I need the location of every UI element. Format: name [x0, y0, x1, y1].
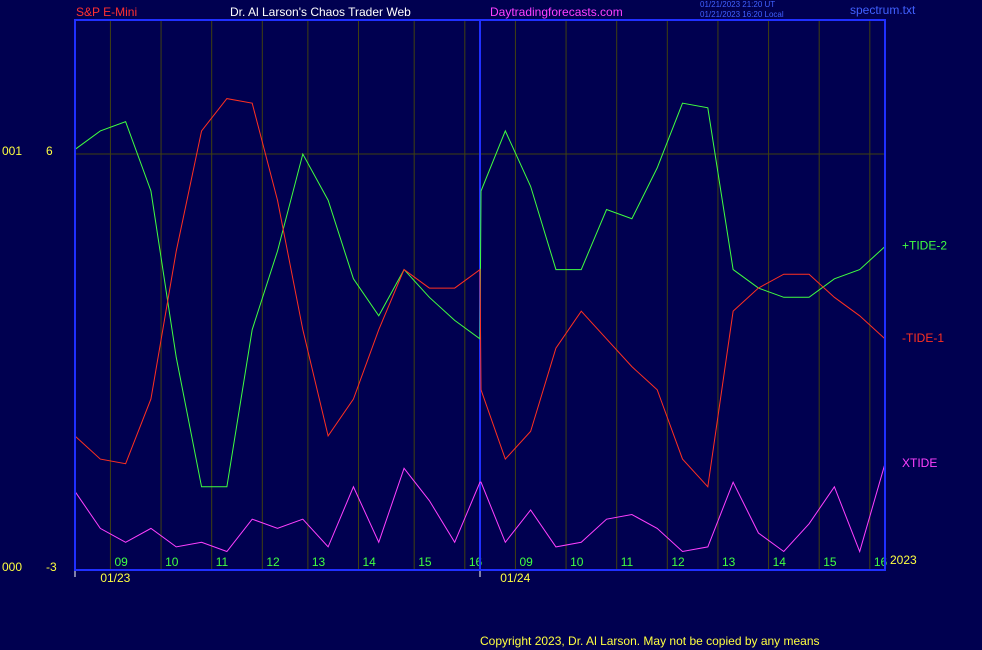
- symbol: S&P E-Mini: [76, 5, 137, 19]
- x-tick-label: 14: [363, 555, 377, 569]
- x-tick-label: 11: [621, 555, 634, 569]
- plot-border: [74, 19, 886, 571]
- x-tick-label: 15: [418, 555, 432, 569]
- copyright: Copyright 2023, Dr. Al Larson. May not b…: [480, 634, 820, 648]
- x-tick-label: 12: [671, 555, 685, 569]
- header-title: Dr. Al Larson's Chaos Trader Web: [230, 5, 411, 19]
- stamp-local: 01/21/2023 16:20 Local: [700, 10, 784, 19]
- x-tick-label: 12: [266, 555, 280, 569]
- series-line: [74, 102, 886, 488]
- x-tick-label: 10: [570, 555, 584, 569]
- y-prefix-label: 001: [2, 144, 22, 158]
- series-line: [74, 98, 886, 488]
- legend-label: -TIDE-1: [902, 331, 944, 345]
- x-tick-label: 13: [312, 555, 326, 569]
- y-prefix-label: 000: [2, 560, 22, 574]
- year: 2023: [890, 553, 917, 567]
- date-label: 01/24: [500, 571, 530, 585]
- legend-label: +TIDE-2: [902, 239, 947, 253]
- y-tick-label: -3: [46, 560, 57, 574]
- x-tick-label: 10: [165, 555, 179, 569]
- x-tick-label: 14: [773, 555, 787, 569]
- x-tick-label: 11: [216, 555, 229, 569]
- x-tick-label: 09: [519, 555, 533, 569]
- x-tick-label: 09: [114, 555, 128, 569]
- y-tick-label: 6: [46, 144, 53, 158]
- x-tick-label: 13: [722, 555, 736, 569]
- file-name: spectrum.txt: [850, 3, 916, 17]
- x-tick-label: 15: [823, 555, 837, 569]
- date-label: 01/23: [100, 571, 130, 585]
- stamp-ut: 01/21/2023 21:20 UT: [700, 0, 775, 9]
- site: Daytradingforecasts.com: [490, 5, 623, 19]
- series-line: [74, 463, 886, 554]
- legend-label: XTIDE: [902, 456, 937, 470]
